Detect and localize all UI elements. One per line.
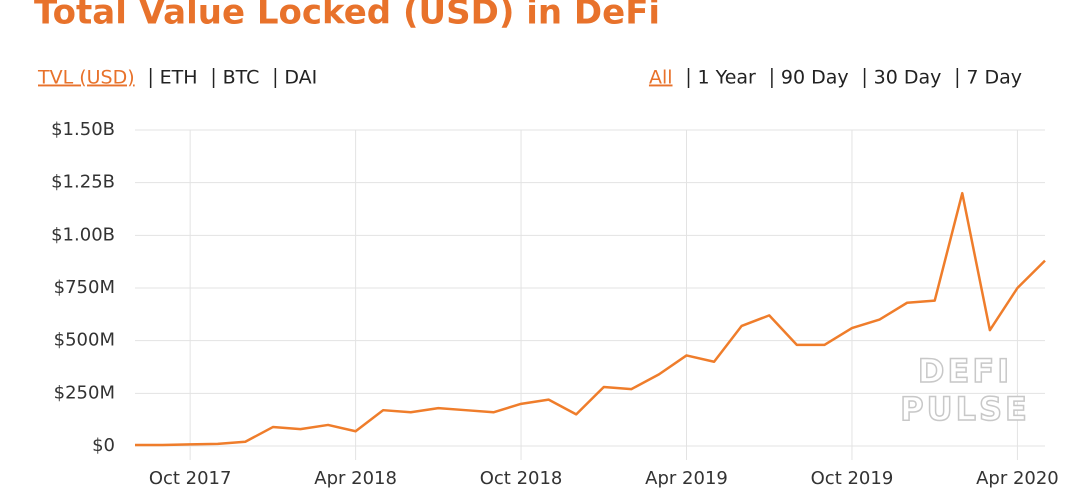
grid: $0 $250M $500M $750M $1.00B $1.25B $1.50B Oct 2… bbox=[51, 119, 1059, 488]
x-tick-label: Apr 2019 bbox=[645, 468, 728, 488]
x-tick-label: Apr 2018 bbox=[314, 468, 397, 488]
tab[interactable]: DAI bbox=[284, 67, 317, 89]
watermark-text: PULSE bbox=[900, 390, 1030, 428]
x-tick-label: Oct 2019 bbox=[811, 468, 894, 488]
y-tick-label: $250M bbox=[54, 382, 115, 403]
plot bbox=[135, 191, 1046, 447]
tab[interactable]: BTC bbox=[223, 67, 260, 89]
x-tick-label: Oct 2017 bbox=[149, 468, 232, 488]
y-tick-label: $750M bbox=[54, 277, 115, 298]
tab[interactable]: 7 Day bbox=[966, 67, 1022, 89]
y-tick-label: $0 bbox=[92, 435, 115, 456]
tab[interactable]: All bbox=[649, 67, 673, 89]
tab[interactable]: TVL (USD) bbox=[37, 67, 135, 89]
tab[interactable]: 1 Year bbox=[698, 67, 757, 89]
x-tick-label: Apr 2020 bbox=[976, 468, 1059, 488]
tab[interactable]: ETH bbox=[160, 67, 198, 89]
y-tick-label: $500M bbox=[54, 330, 115, 351]
y-tick-label: $1.00B bbox=[51, 224, 115, 245]
tabs: TVL (USD) ETH BTC DAI All 1 Year 90 Day 30 Day 7… bbox=[37, 67, 1022, 89]
y-tick-label: $1.25B bbox=[51, 172, 115, 193]
y-tick-label: $1.50B bbox=[51, 119, 115, 140]
tab[interactable]: 30 Day bbox=[874, 67, 942, 89]
chart-title: Total Value Locked (USD) in DeFi bbox=[34, 0, 660, 33]
line bbox=[135, 191, 1046, 447]
tab[interactable]: 90 Day bbox=[781, 67, 849, 89]
x-tick-label: Oct 2018 bbox=[480, 468, 563, 488]
watermark-text: DEFI bbox=[918, 352, 1012, 390]
